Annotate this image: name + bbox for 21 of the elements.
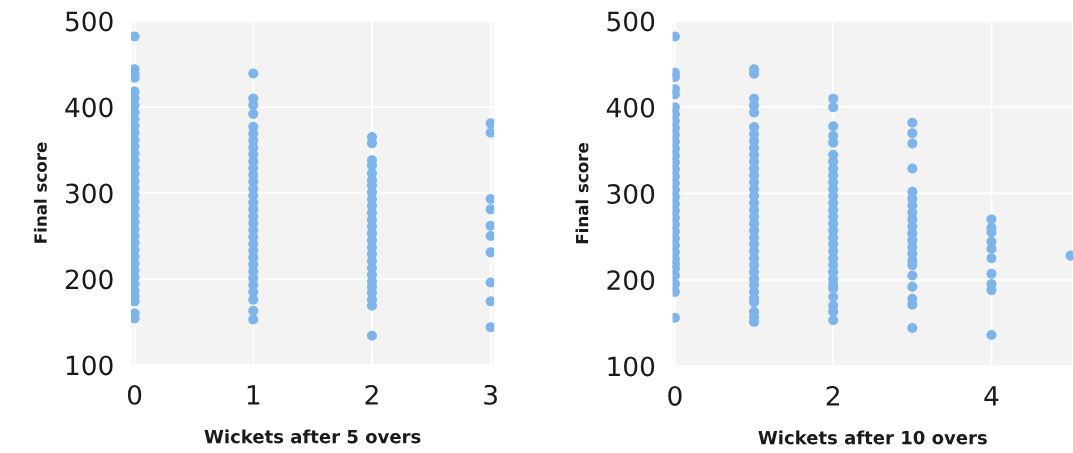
y-tick-label: 500	[66, 11, 113, 32]
x-tick-label: 0	[127, 384, 142, 405]
y-axis-title: Final score	[575, 143, 589, 244]
y-tick-label: 300	[65, 183, 113, 204]
y-tick-label: 100	[608, 356, 655, 377]
x-tick-label: 2	[365, 384, 378, 405]
x-tick-label: 4	[984, 386, 999, 406]
y-tick-label: 400	[65, 97, 113, 118]
y-tick-label: 500	[607, 11, 655, 32]
x-axis-title: Wickets after 10 overs	[758, 430, 987, 445]
y-tick-label: 400	[606, 97, 655, 118]
x-tick-label: 0	[668, 385, 682, 406]
y-tick-label: 300	[607, 183, 655, 204]
x-tick-label: 1	[247, 385, 260, 405]
x-tick-label: 3	[484, 384, 497, 405]
x-tick-label: 2	[826, 385, 839, 406]
y-axis-title: Final score	[33, 142, 47, 243]
x-axis-title: Wickets after 5 overs	[204, 429, 421, 444]
y-tick-label: 100	[66, 355, 113, 376]
y-tick-label: 200	[65, 269, 113, 290]
y-tick-label: 200	[607, 270, 655, 291]
